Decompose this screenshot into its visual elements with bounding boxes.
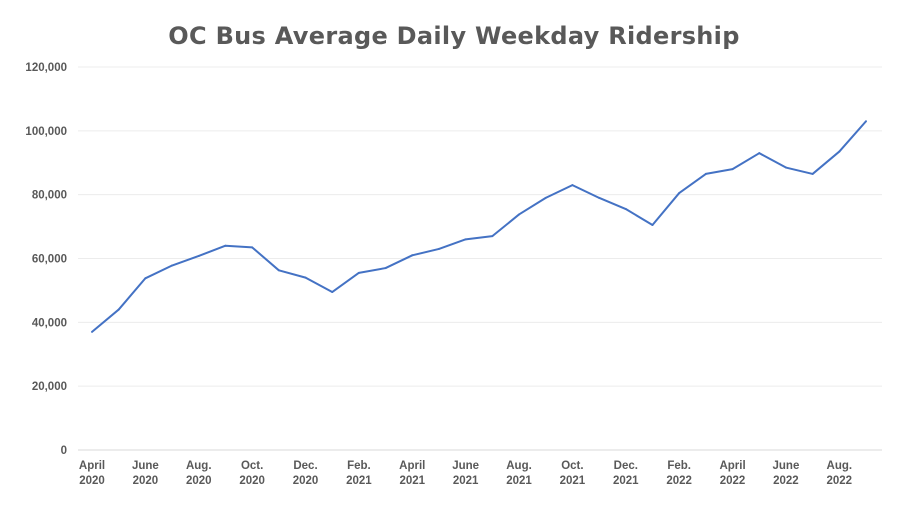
- data-point: [784, 166, 787, 169]
- data-point: [624, 208, 627, 211]
- x-tick-label: Aug. 2022: [827, 460, 853, 487]
- x-tick-label: April 2022: [719, 460, 745, 487]
- y-tick-label: 40,000: [32, 317, 67, 329]
- data-point: [144, 277, 147, 280]
- data-point: [171, 264, 174, 267]
- data-point: [464, 238, 467, 241]
- y-tick-label: 0: [61, 445, 67, 457]
- x-tick-label: Feb. 2022: [666, 460, 692, 487]
- x-tick-label: June 2020: [132, 460, 159, 487]
- y-tick-label: 100,000: [25, 126, 67, 138]
- x-tick-label: Oct. 2020: [239, 460, 265, 487]
- data-point: [384, 267, 387, 270]
- data-point: [437, 247, 440, 250]
- chart-title: OC Bus Average Daily Weekday Ridership: [168, 22, 740, 50]
- y-tick-label: 60,000: [32, 254, 67, 266]
- x-tick-label: April 2021: [399, 460, 425, 487]
- data-point: [544, 196, 547, 199]
- x-tick-label: Dec. 2021: [613, 460, 639, 487]
- data-point: [678, 192, 681, 195]
- data-point: [518, 213, 521, 216]
- data-point: [224, 244, 227, 247]
- x-tick-label: June 2022: [773, 460, 800, 487]
- data-point: [251, 246, 254, 249]
- data-point: [704, 172, 707, 175]
- data-point: [758, 152, 761, 155]
- x-tick-label: Oct. 2021: [560, 460, 586, 487]
- x-tick-label: Aug. 2020: [186, 460, 212, 487]
- data-point: [117, 308, 120, 311]
- data-point: [731, 168, 734, 171]
- x-tick-label: Feb. 2021: [346, 460, 372, 487]
- y-tick-label: 120,000: [25, 62, 67, 74]
- data-point: [651, 223, 654, 226]
- data-point: [598, 196, 601, 199]
- data-point: [865, 120, 867, 123]
- x-tick-label: April 2020: [79, 460, 105, 487]
- y-tick-label: 80,000: [32, 190, 67, 202]
- data-point: [304, 276, 307, 279]
- data-point: [838, 150, 841, 153]
- data-point: [491, 235, 494, 238]
- data-point: [277, 269, 280, 272]
- data-point: [411, 254, 414, 257]
- y-tick-label: 20,000: [32, 381, 67, 393]
- data-point: [91, 330, 93, 333]
- x-tick-label: Dec. 2020: [293, 460, 319, 487]
- data-point: [811, 172, 814, 175]
- data-point: [331, 291, 334, 294]
- data-point: [571, 184, 574, 187]
- ridership-line: [91, 120, 867, 333]
- data-point: [357, 271, 360, 274]
- data-point: [197, 254, 200, 257]
- x-tick-label: Aug. 2021: [506, 460, 532, 487]
- x-tick-label: June 2021: [452, 460, 479, 487]
